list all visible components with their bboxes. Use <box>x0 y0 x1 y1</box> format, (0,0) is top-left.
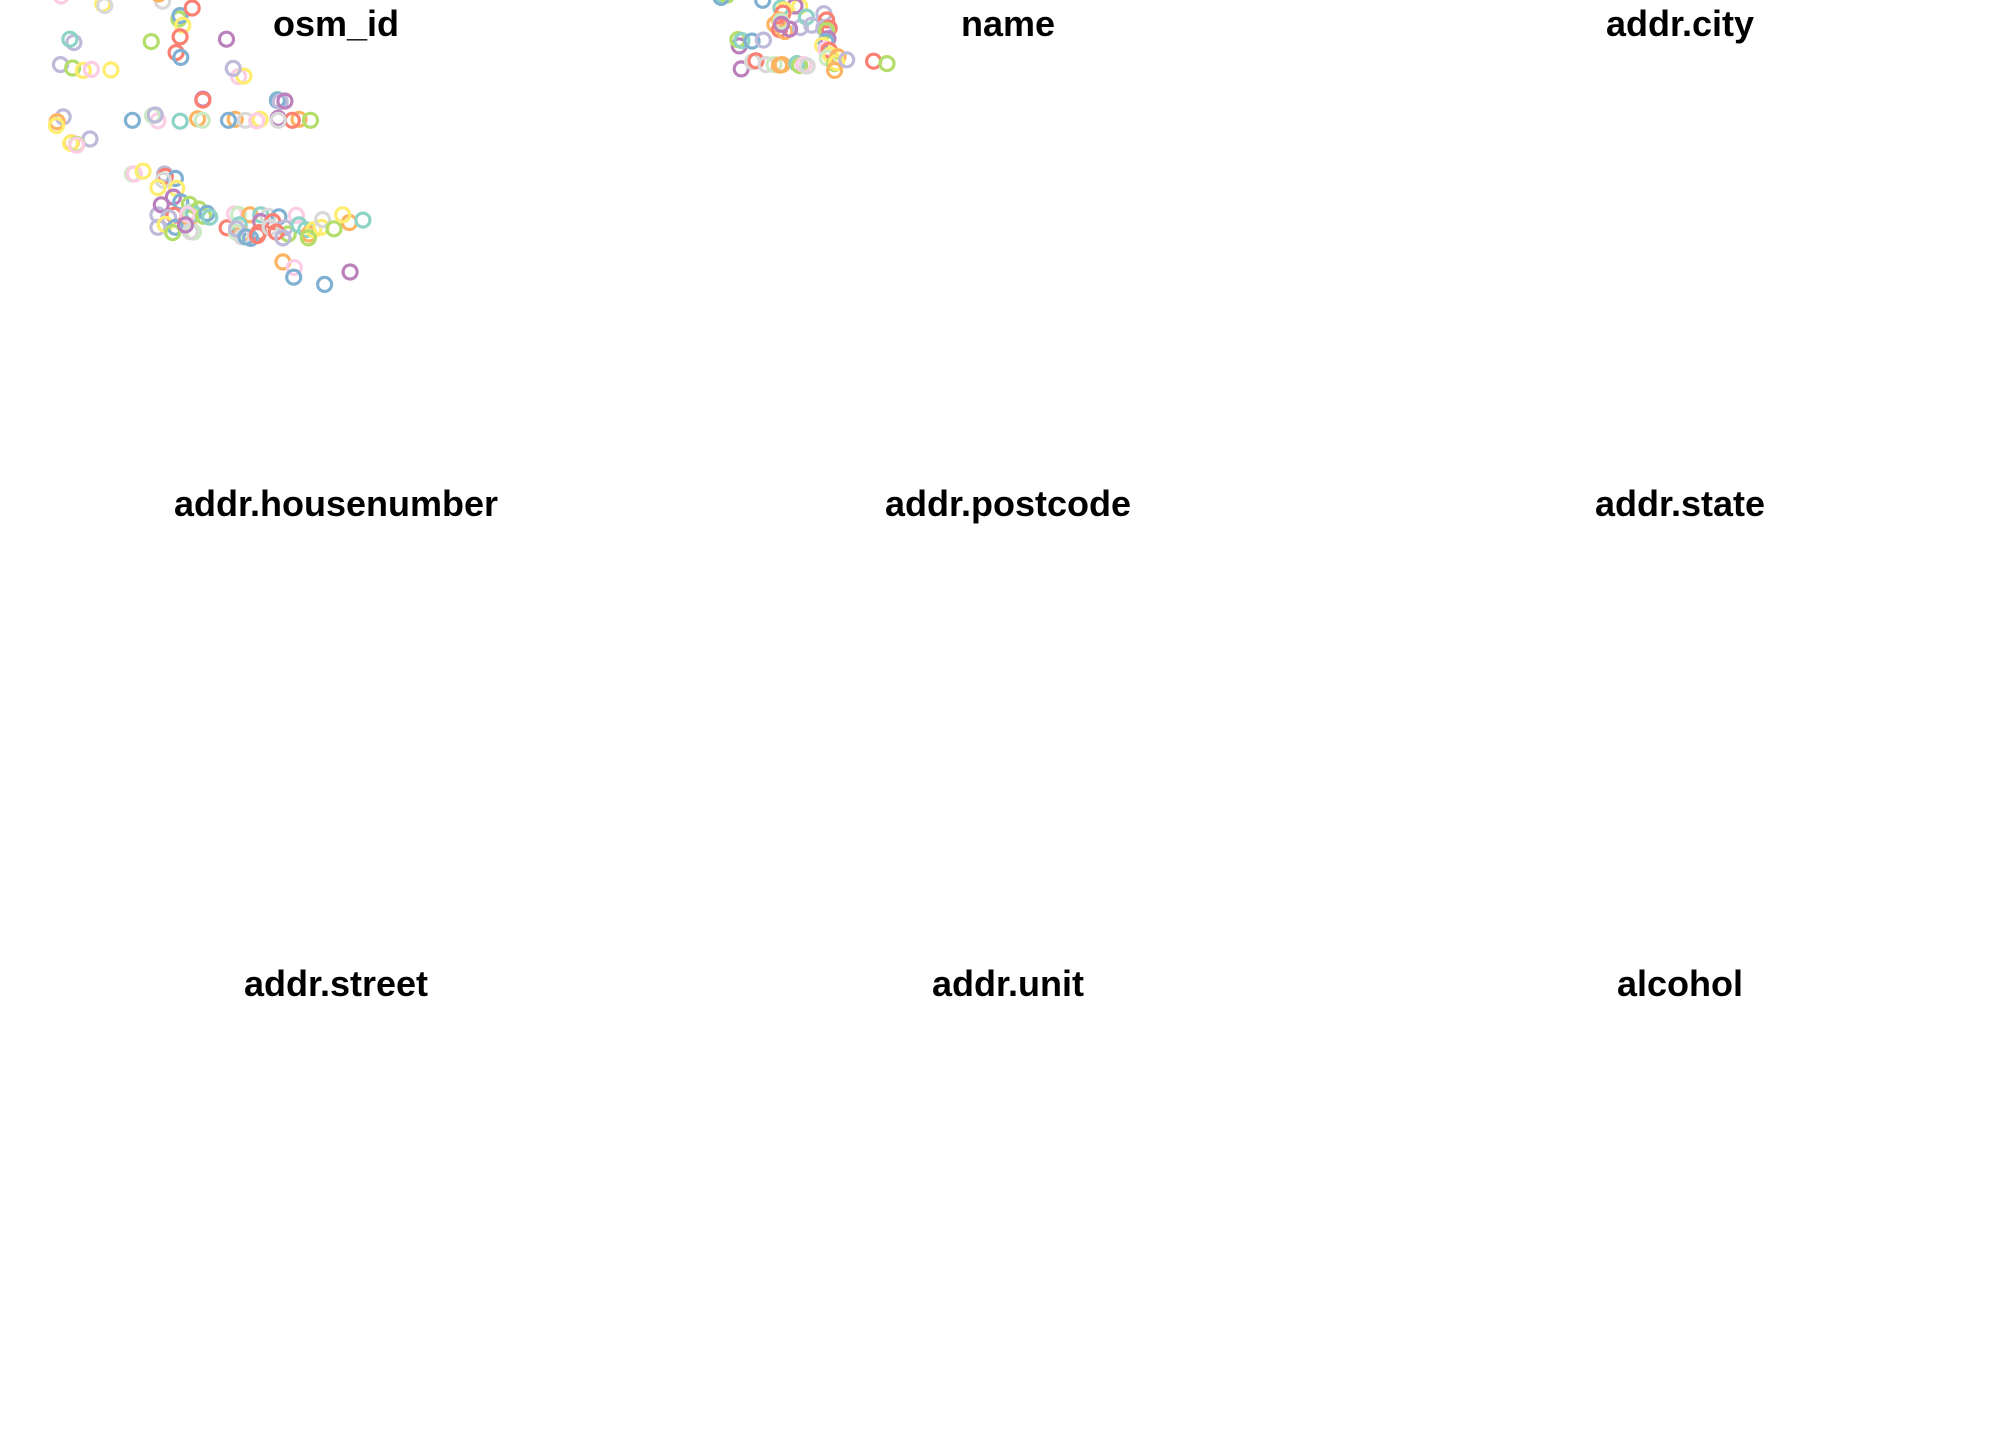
scatter-point <box>168 179 186 197</box>
scatter-point <box>167 43 185 62</box>
scatter-point <box>224 59 242 78</box>
scatter-plot-addr-postcode <box>672 480 1344 960</box>
panel-title: addr.housenumber <box>173 483 499 524</box>
panel-title: addr.state <box>1594 483 1766 524</box>
scatter-point <box>125 165 143 183</box>
scatter-point <box>183 0 201 17</box>
panel-title: addr.city <box>1605 3 1755 44</box>
scatter-point <box>772 15 791 33</box>
scatter-point <box>743 32 761 50</box>
scatter-point <box>171 7 189 25</box>
scatter-point <box>63 59 82 77</box>
scatter-point <box>172 193 190 211</box>
panel-addr-state: addr.state <box>1344 480 2016 960</box>
scatter-point <box>248 226 266 245</box>
scatter-point <box>142 32 160 51</box>
scatter-point <box>193 111 211 129</box>
scatter-point <box>96 0 114 15</box>
scatter-point <box>47 116 66 135</box>
scatter-point <box>341 263 359 281</box>
scatter-point <box>164 224 182 242</box>
scatter-point <box>274 229 292 247</box>
scatter-point <box>149 178 167 197</box>
panel-addr-housenumber: addr.housenumber <box>0 480 672 960</box>
scatter-point <box>102 61 120 79</box>
scatter-point <box>178 205 197 223</box>
scatter-point <box>747 52 765 70</box>
scatter-point <box>712 0 730 6</box>
scatter-point <box>334 206 352 224</box>
scatter-point <box>61 30 79 48</box>
panel-addr-postcode: addr.postcode <box>672 480 1344 960</box>
scatter-plot-addr-state <box>1344 480 2016 960</box>
panel-addr-street: addr.street <box>0 960 672 1440</box>
scatter-point <box>123 111 141 129</box>
scatter-point <box>285 268 303 286</box>
panel-alcohol: alcohol <box>1344 960 2016 1440</box>
scatter-point <box>299 229 317 247</box>
scatter-plot-addr-housenumber <box>0 480 672 960</box>
scatter-plot-addr-city <box>1344 0 2016 480</box>
scatter-point <box>325 220 343 238</box>
scatter-point <box>53 0 69 5</box>
scatter-point <box>237 228 255 246</box>
scatter-point <box>798 57 816 75</box>
scatter-point <box>194 91 212 109</box>
panel-addr-unit: addr.unit <box>672 960 1344 1440</box>
scatter-plot-addr-unit <box>672 960 1344 1440</box>
scatter-point <box>172 48 190 67</box>
scatter-point <box>878 54 896 73</box>
scatter-point <box>74 61 92 80</box>
scatter-point <box>316 275 334 293</box>
scatter-point <box>152 196 170 214</box>
panel-title: alcohol <box>1616 963 1744 1004</box>
scatter-point <box>176 216 195 234</box>
scatter-point <box>248 112 266 130</box>
panel-title: name <box>960 3 1056 44</box>
scatter-plot-addr-street <box>0 960 672 1440</box>
scatter-point <box>217 30 236 48</box>
scatter-point <box>354 211 372 229</box>
scatter-plot-name <box>712 0 896 80</box>
scatter-point <box>290 110 308 128</box>
scatter-point <box>269 111 287 129</box>
scatter-point <box>180 195 199 213</box>
scatter-point <box>818 11 836 29</box>
scatter-point <box>754 31 773 49</box>
panel-title: addr.postcode <box>884 483 1132 524</box>
scatter-point <box>171 112 189 130</box>
scatter-point <box>219 111 238 129</box>
panel-title: addr.unit <box>932 963 1084 1004</box>
panel-name: name <box>672 0 1344 480</box>
scatter-point <box>174 16 192 34</box>
scatter-point <box>287 206 305 224</box>
scatter-point <box>82 60 101 79</box>
scatter-point <box>195 207 213 225</box>
scatter-point <box>152 0 165 3</box>
scatter-point <box>285 259 303 277</box>
scatter-plot-osm-id <box>47 0 372 293</box>
panel-addr-city: addr.city <box>1344 0 2016 480</box>
scatter-point <box>67 136 86 154</box>
scatter-point <box>134 162 152 180</box>
scatter-point <box>201 208 219 226</box>
panel-title: addr.street <box>243 963 429 1004</box>
scatter-point <box>826 61 844 80</box>
scatter-point <box>865 52 883 70</box>
panel-title: osm_id <box>272 3 400 44</box>
scatter-point <box>818 21 836 40</box>
scatter-plot-alcohol <box>1344 960 2016 1440</box>
scatter-point <box>754 0 772 9</box>
scatter-point <box>171 28 189 46</box>
scatter-point <box>276 92 294 110</box>
panel-osm-id: osm_id <box>0 0 672 480</box>
scatter-point <box>301 111 320 129</box>
scatter-point <box>314 211 332 229</box>
scatter-point <box>146 106 164 124</box>
scatter-point <box>838 51 856 69</box>
scatter-point <box>733 31 751 50</box>
scatter-point <box>226 110 244 128</box>
scatter-point <box>828 54 846 72</box>
